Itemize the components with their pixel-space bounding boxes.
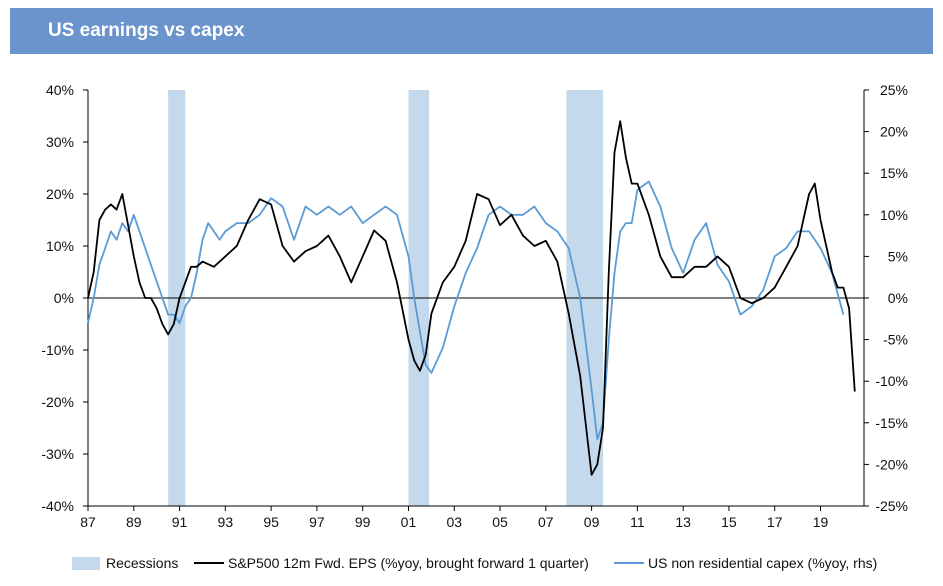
x-tick-label: 17 [767, 514, 783, 530]
left-tick-label: -30% [41, 446, 74, 462]
x-tick-label: 11 [630, 514, 645, 530]
right-tick-label: 0% [888, 290, 908, 306]
chart-legend: Recessions S&P500 12m Fwd. EPS (%yoy, br… [0, 548, 943, 578]
x-tick-label: 05 [492, 514, 508, 530]
x-tick-label: 13 [675, 514, 691, 530]
right-tick-label: -10% [875, 373, 908, 389]
legend-item-capex: US non residential capex (%yoy, rhs) [614, 548, 877, 578]
legend-swatch-recessions [72, 556, 100, 570]
x-tick-label: 07 [538, 514, 554, 530]
x-tick-label: 09 [584, 514, 600, 530]
x-tick-label: 97 [309, 514, 325, 530]
legend-label-recessions: Recessions [106, 555, 179, 571]
chart-header-bar: US earnings vs capex [10, 8, 933, 54]
right-tick-label: 15% [880, 165, 908, 181]
x-tick-label: 91 [172, 514, 188, 530]
legend-swatch-eps [194, 562, 224, 564]
chart-title: US earnings vs capex [48, 20, 245, 41]
left-tick-label: -20% [41, 394, 74, 410]
left-tick-label: -40% [41, 498, 74, 514]
left-tick-label: 10% [46, 238, 74, 254]
x-tick-label: 15 [721, 514, 737, 530]
right-tick-label: 5% [888, 248, 908, 264]
x-tick-label: 01 [401, 514, 417, 530]
right-tick-label: 20% [880, 124, 908, 140]
right-tick-label: 10% [880, 207, 908, 223]
x-tick-label: 19 [813, 514, 829, 530]
right-tick-label: -5% [883, 332, 908, 348]
x-tick-label: 03 [446, 514, 462, 530]
left-tick-label: 30% [46, 134, 74, 150]
chart-axes [83, 89, 869, 511]
x-tick-label: 93 [218, 514, 234, 530]
x-tick-label: 95 [263, 514, 279, 530]
left-tick-label: 0% [54, 290, 74, 306]
capex-series-line [87, 180, 845, 441]
legend-swatch-capex [614, 562, 644, 564]
legend-item-recessions: Recessions [72, 548, 178, 578]
x-tick-label: 89 [126, 514, 142, 530]
legend-label-capex: US non residential capex (%yoy, rhs) [648, 555, 878, 571]
legend-item-eps: S&P500 12m Fwd. EPS (%yoy, brought forwa… [194, 548, 589, 578]
tick-labels: 40% 30% 20% 10% 0% -10% -20% -30% -40% 25% 20% 15% 1… [41, 82, 908, 530]
right-tick-label: -25% [875, 498, 908, 514]
right-tick-label: -15% [875, 415, 908, 431]
left-tick-label: 40% [46, 82, 74, 98]
x-tick-label: 87 [80, 514, 96, 530]
chart-series [87, 120, 856, 476]
left-tick-label: 20% [46, 186, 74, 202]
x-tick-label: 99 [355, 514, 371, 530]
eps-series-line [87, 120, 856, 476]
right-tick-label: -20% [875, 456, 908, 472]
right-tick-label: 25% [880, 82, 908, 98]
legend-label-eps: S&P500 12m Fwd. EPS (%yoy, brought forwa… [228, 555, 589, 571]
left-tick-label: -10% [41, 342, 74, 358]
